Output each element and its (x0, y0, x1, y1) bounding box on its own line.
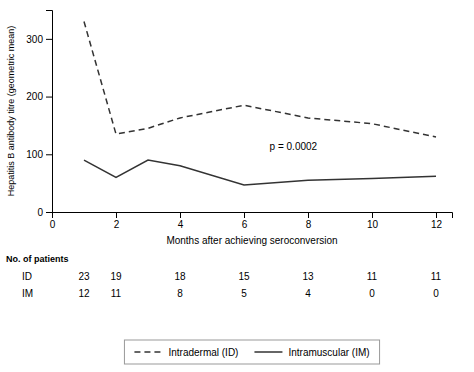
y-tick: 0 (37, 207, 52, 218)
table-cell: 13 (302, 271, 314, 282)
x-tick-mark (116, 212, 117, 218)
table-cell: 0 (433, 288, 439, 299)
x-tick-label: 4 (178, 219, 184, 230)
legend-label: Intradermal (ID) (168, 347, 238, 358)
y-tick-label: 200 (26, 91, 43, 102)
legend: Intradermal (ID) Intramuscular (IM) (124, 340, 379, 364)
table-cell: 5 (241, 288, 247, 299)
y-tick: 100 (26, 149, 52, 160)
y-tick-label: 300 (26, 34, 43, 45)
legend-item: Intramuscular (IM) (254, 347, 369, 358)
y-axis: 0 100 200 300 (26, 11, 52, 218)
table-cell: 15 (238, 271, 250, 282)
x-tick: 0 (50, 212, 56, 230)
table-cell: 11 (367, 271, 378, 282)
legend-swatch (254, 351, 282, 353)
x-tick-mark (436, 212, 437, 218)
legend-item: Intradermal (ID) (134, 347, 238, 358)
patients-table: No. of patients ID 23 19 18 15 13 11 11 IM 12 11 8 5 4… (6, 254, 442, 299)
table-cell: 11 (111, 288, 122, 299)
table-cell: 11 (431, 271, 442, 282)
legend-label: Intramuscular (IM) (288, 347, 369, 358)
x-tick-mark (244, 212, 245, 218)
x-tick: 2 (114, 212, 120, 230)
x-tick: 6 (242, 212, 248, 230)
x-tick-label: 8 (306, 219, 312, 230)
table-title: No. of patients (6, 254, 69, 264)
table-row-label: IM (22, 288, 33, 299)
y-tick: 200 (26, 91, 52, 102)
x-tick: 8 (306, 212, 312, 230)
x-tick-mark (180, 212, 181, 218)
legend-frame (124, 340, 379, 364)
x-tick: 4 (178, 212, 184, 230)
x-tick: 12 (431, 212, 443, 230)
y-axis-title: Hepatitis B antibody titre (geometric me… (6, 26, 16, 197)
x-tick-label: 0 (50, 219, 56, 230)
x-tick-mark (308, 212, 309, 218)
table-cell: 12 (78, 288, 90, 299)
table-cell: 0 (369, 288, 375, 299)
y-tick-mark (46, 154, 52, 155)
x-tick-mark (372, 212, 373, 218)
y-tick: 300 (26, 34, 52, 45)
table-cell: 23 (78, 271, 90, 282)
table-cell: 4 (305, 288, 311, 299)
y-tick-mark (46, 39, 52, 40)
plot-area (84, 22, 436, 185)
x-axis-title: Months after achieving seroconversion (166, 235, 337, 246)
x-tick-label: 12 (431, 219, 443, 230)
series-line (84, 160, 436, 185)
table-row-label: ID (22, 271, 32, 282)
y-tick-mark (46, 212, 52, 213)
y-tick-mark (46, 97, 52, 98)
table-cell: 18 (174, 271, 186, 282)
y-axis-line (46, 11, 53, 213)
x-axis: 0 2 4 6 8 10 12 (50, 212, 453, 230)
annotation: p = 0.0002 (270, 141, 318, 152)
legend-swatch (134, 351, 162, 353)
table-cell: 8 (177, 288, 183, 299)
y-tick-label: 100 (26, 149, 43, 160)
chart: 0 2 4 6 8 10 12 0 100 200 300 Months after achievin… (0, 0, 474, 372)
x-tick: 10 (367, 212, 379, 230)
series-line (84, 22, 436, 137)
table-cell: 19 (110, 271, 122, 282)
x-axis-line (53, 213, 453, 219)
x-tick-label: 6 (242, 219, 248, 230)
y-tick-label: 0 (37, 207, 43, 218)
x-tick-label: 2 (114, 219, 120, 230)
x-tick-label: 10 (367, 219, 379, 230)
